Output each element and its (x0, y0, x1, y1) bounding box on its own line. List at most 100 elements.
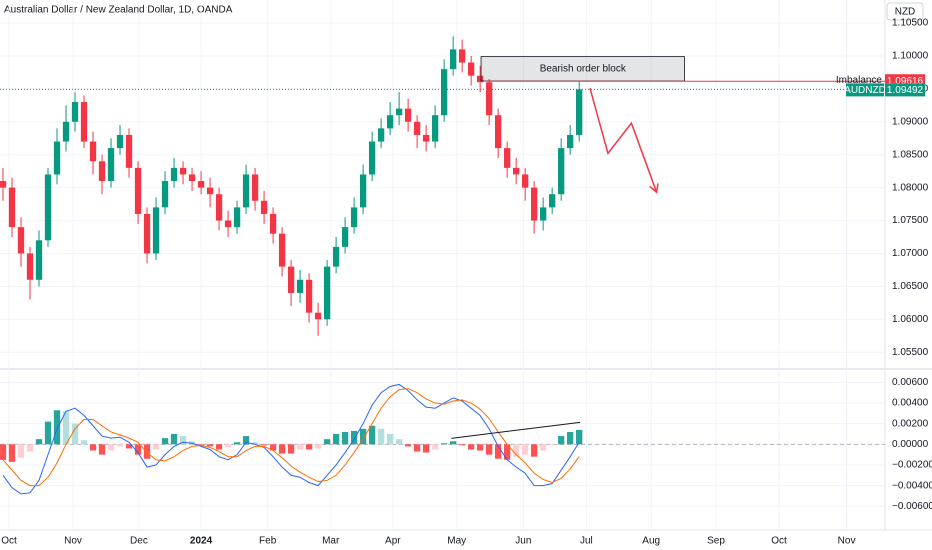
histogram-bar (449, 441, 457, 445)
x-tick-label: Oct (771, 536, 787, 547)
histogram-bar (386, 434, 394, 445)
trend-line (451, 421, 581, 439)
x-tick-label: 2024 (190, 536, 213, 547)
histogram-bar (287, 444, 295, 454)
histogram-bar (98, 444, 106, 455)
histogram-bar (269, 444, 277, 451)
candle-body (368, 141, 376, 175)
y-tick-label: 0.00200 (892, 418, 929, 429)
candle-body (567, 134, 574, 149)
price-label: 1.09492 (887, 85, 924, 96)
y-tick-label: −0.00400 (892, 480, 932, 491)
x-tick-label: Apr (385, 536, 401, 547)
histogram-bar (513, 444, 520, 457)
candle-body (476, 75, 484, 83)
histogram-bar (170, 434, 178, 445)
currency-box[interactable] (886, 2, 924, 21)
candle-body (504, 148, 511, 168)
symbol-label: AUDNZD (844, 85, 886, 96)
y-tick-label: 1.08000 (892, 182, 929, 193)
y-tick-label: 1.07000 (892, 248, 929, 259)
y-tick-label: 0.00600 (892, 377, 929, 388)
candle-body (134, 167, 142, 214)
symbol-label-box (846, 83, 884, 97)
candle-body (197, 181, 205, 188)
y-tick-label: −0.00200 (892, 460, 932, 471)
histogram-bar (296, 444, 304, 450)
candle-body (413, 121, 421, 135)
currency[interactable]: NZD (895, 7, 916, 18)
histogram-bar (0, 444, 7, 460)
candle-body (242, 174, 250, 208)
chart-title: Australian Dollar / New Zealand Dollar, … (4, 5, 233, 16)
histogram-bar (17, 444, 25, 458)
histogram-bar (504, 444, 511, 460)
candle-body (188, 174, 196, 182)
histogram-bar (89, 444, 97, 451)
candle-body (233, 207, 241, 228)
x-tick-label: Jul (580, 536, 593, 547)
candle-body (0, 181, 7, 188)
histogram-bar (188, 441, 196, 445)
candle-body (179, 167, 187, 175)
candle-body (206, 187, 214, 195)
x-tick-label: May (447, 536, 466, 547)
histogram-bar (549, 444, 556, 446)
x-tick-label: Dec (130, 536, 148, 547)
histogram-bar (215, 444, 223, 450)
x-tick-label: Sep (707, 536, 725, 547)
candle-body (494, 115, 502, 149)
histogram-bar (134, 444, 142, 455)
candle-body (458, 49, 466, 63)
candle-body (287, 266, 295, 293)
histogram-bar (341, 431, 349, 445)
candle-body (107, 148, 115, 182)
candle-body (296, 279, 304, 293)
candle-body (314, 312, 322, 320)
candle-body (80, 102, 88, 142)
histogram-bar (161, 438, 169, 445)
candle-body (278, 233, 286, 267)
histogram-bar (44, 421, 52, 445)
candle-body (35, 240, 43, 280)
candle-body (341, 227, 349, 247)
candle-body (224, 220, 232, 228)
histogram-bar (440, 443, 448, 445)
x-tick-label: Oct (1, 536, 17, 547)
x-tick-label: Feb (259, 536, 277, 547)
candle-body (152, 207, 160, 254)
candle-body (89, 141, 97, 162)
histogram-bar (224, 444, 232, 448)
candle-body (62, 121, 70, 142)
y-tick-label: 1.06500 (892, 281, 929, 292)
candle-body (467, 62, 475, 76)
candle-body (17, 227, 25, 254)
y-tick-label: 1.05500 (892, 347, 929, 358)
candle-body (251, 174, 259, 201)
arrow-head (649, 183, 659, 194)
candle-body (440, 69, 448, 116)
y-tick-label: 1.09000 (892, 116, 929, 127)
candle-body (170, 167, 178, 182)
y-tick-label: 1.10000 (892, 51, 929, 62)
histogram-bar (26, 444, 34, 452)
histogram-bar (233, 442, 241, 445)
histogram-bar (531, 444, 538, 457)
histogram-bar (125, 444, 133, 449)
candle-body (485, 82, 493, 116)
histogram-bar (368, 425, 376, 445)
candle-body (116, 134, 124, 149)
candle-body (53, 141, 61, 175)
macd-line (2, 383, 580, 495)
histogram-bar (576, 429, 583, 445)
candle-body (269, 213, 277, 234)
candle-body (8, 187, 16, 228)
candle-body (377, 128, 385, 142)
histogram-bar (242, 436, 250, 445)
histogram-bar (305, 444, 313, 450)
histogram-bar (278, 444, 286, 454)
candle-body (449, 49, 457, 70)
candle-body (26, 253, 34, 280)
